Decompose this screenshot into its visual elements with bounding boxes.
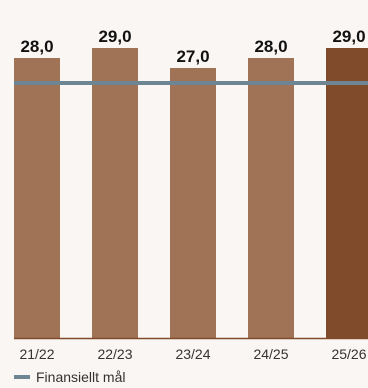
x-tick-label-22-23: 22/23 bbox=[97, 346, 132, 360]
chart-plot: 28,0 21/22 29,0 22/23 27,0 23/24 28,0 24/25 29,0… bbox=[14, 27, 368, 360]
value-label-24-25: 28,0 bbox=[254, 37, 287, 56]
bar-21-22 bbox=[14, 58, 60, 338]
legend-swatch-target bbox=[14, 375, 30, 379]
bar-22-23 bbox=[92, 48, 138, 338]
x-tick-label-21-22: 21/22 bbox=[19, 346, 54, 360]
value-label-23-24: 27,0 bbox=[176, 47, 209, 66]
legend: Finansiellt mål bbox=[14, 369, 125, 385]
legend-label-target: Finansiellt mål bbox=[36, 369, 126, 385]
bar-24-25 bbox=[248, 58, 294, 338]
x-tick-label-25-26: 25/26 bbox=[331, 346, 366, 360]
bar-23-24 bbox=[170, 68, 216, 338]
x-tick-label-23-24: 23/24 bbox=[175, 346, 210, 360]
bars-layer bbox=[14, 48, 368, 338]
x-tick-label-24-25: 24/25 bbox=[253, 346, 288, 360]
value-label-21-22: 28,0 bbox=[20, 37, 53, 56]
value-label-22-23: 29,0 bbox=[98, 27, 131, 46]
value-label-25-26: 29,0 bbox=[332, 27, 365, 46]
bar-25-26 bbox=[326, 48, 368, 338]
labels-layer: 28,0 21/22 29,0 22/23 27,0 23/24 28,0 24/25 29,0… bbox=[19, 27, 366, 360]
